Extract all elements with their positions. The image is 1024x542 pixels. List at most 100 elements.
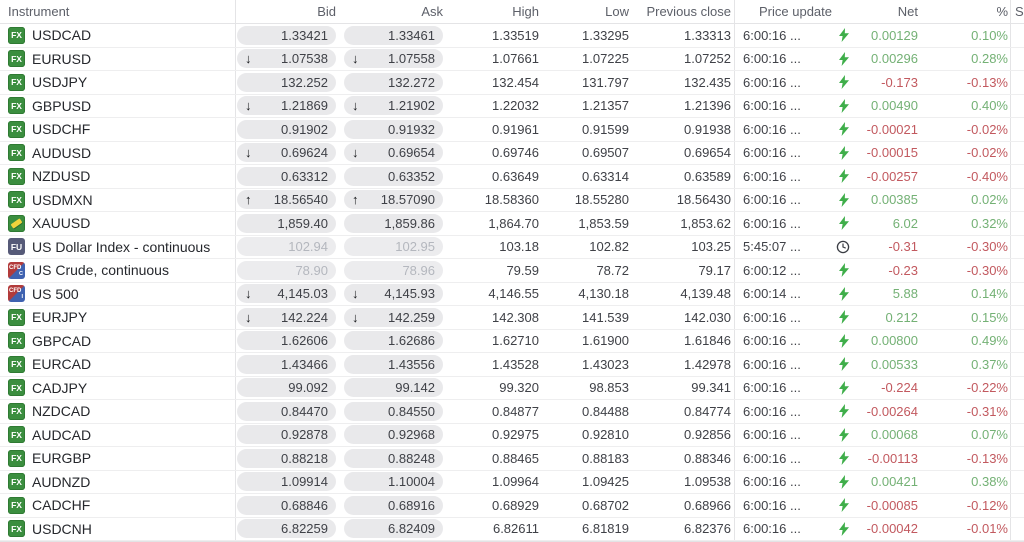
ask-price-button[interactable]: ↓ 4,145.93 xyxy=(344,284,443,304)
net-change-value: -0.31 xyxy=(888,239,918,255)
lightning-icon xyxy=(839,474,849,489)
ask-price: 1.10004 xyxy=(388,474,435,490)
instrument-row[interactable]: FX EURUSD ↓ 1.07538 ↓ 1.07558 1.07661 1.… xyxy=(0,47,1024,71)
ask-price-button[interactable]: 99.142 xyxy=(344,378,443,398)
bid-price-button[interactable]: 0.92878 xyxy=(237,425,336,445)
instrument-row[interactable]: FX EURCAD 1.43466 1.43556 1.43528 1.4302… xyxy=(0,353,1024,377)
column-header-bid[interactable]: Bid xyxy=(317,4,336,19)
bid-price-button[interactable]: 102.94 xyxy=(237,237,336,257)
bid-price-button[interactable]: 1.33421 xyxy=(237,25,336,45)
previous-close-value: 0.69654 xyxy=(684,145,731,161)
bid-price-button[interactable]: 99.092 xyxy=(237,378,336,398)
bid-price-button[interactable]: ↓ 1.21869 xyxy=(237,96,336,116)
spread-cell-truncated xyxy=(1010,494,1024,517)
instrument-row[interactable]: XAUUSD 1,859.40 1,859.86 1,864.70 1,853.… xyxy=(0,212,1024,236)
bid-price-button[interactable]: ↓ 4,145.03 xyxy=(237,284,336,304)
instrument-row[interactable]: FX USDJPY 132.252 132.272 132.454 131.79… xyxy=(0,71,1024,95)
spread-cell-truncated xyxy=(1010,282,1024,305)
bid-price: 0.68846 xyxy=(281,497,328,513)
ask-price-button[interactable]: ↑ 18.57090 xyxy=(344,190,443,210)
bid-price-button[interactable]: 1.43466 xyxy=(237,354,336,374)
bid-price-button[interactable]: ↑ 18.56540 xyxy=(237,190,336,210)
ask-price-button[interactable]: ↓ 142.259 xyxy=(344,307,443,327)
bid-price-button[interactable]: ↓ 142.224 xyxy=(237,307,336,327)
instrument-row[interactable]: CFD C US Crude, continuous 78.90 78.96 79… xyxy=(0,259,1024,283)
ask-price-button[interactable]: 1.33461 xyxy=(344,25,443,45)
ask-price-button[interactable]: 6.82409 xyxy=(344,519,443,539)
ask-price-button[interactable]: 1.43556 xyxy=(344,354,443,374)
ask-price-button[interactable]: ↓ 1.21902 xyxy=(344,96,443,116)
ask-price-button[interactable]: 0.68916 xyxy=(344,495,443,515)
column-header-price-update[interactable]: Price update xyxy=(734,0,856,23)
instrument-row[interactable]: FX AUDCAD 0.92878 0.92968 0.92975 0.9281… xyxy=(0,423,1024,447)
column-header-ask[interactable]: Ask xyxy=(421,4,443,19)
bid-price-button[interactable]: 0.91902 xyxy=(237,119,336,139)
bid-price-button[interactable]: ↓ 1.07538 xyxy=(237,49,336,69)
bid-price-button[interactable]: 78.90 xyxy=(237,260,336,280)
instrument-row[interactable]: FX CADJPY 99.092 99.142 99.320 98.853 99… xyxy=(0,376,1024,400)
bid-price-button[interactable]: 1.62606 xyxy=(237,331,336,351)
ask-price-button[interactable]: 0.92968 xyxy=(344,425,443,445)
low-value: 78.72 xyxy=(596,262,629,278)
instrument-row[interactable]: FX GBPUSD ↓ 1.21869 ↓ 1.21902 1.22032 1.… xyxy=(0,94,1024,118)
bid-price-button[interactable]: 132.252 xyxy=(237,72,336,92)
column-header-spread-truncated[interactable]: S xyxy=(1010,0,1024,23)
bid-price-button[interactable]: 0.68846 xyxy=(237,495,336,515)
bid-cell: 0.88218 xyxy=(236,447,340,470)
bid-price: 4,145.03 xyxy=(277,286,328,302)
instrument-row[interactable]: FX GBPCAD 1.62606 1.62686 1.62710 1.6190… xyxy=(0,329,1024,353)
lightning-icon xyxy=(839,498,849,513)
instrument-row[interactable]: FX USDCNH 6.82259 6.82409 6.82611 6.8181… xyxy=(0,517,1024,541)
instrument-row[interactable]: FX NZDCAD 0.84470 0.84550 0.84877 0.8448… xyxy=(0,400,1024,424)
bid-price-button[interactable]: 1.09914 xyxy=(237,472,336,492)
column-header-high[interactable]: High xyxy=(512,4,539,19)
high-value: 6.82611 xyxy=(492,521,539,537)
bid-price-button[interactable]: ↓ 0.69624 xyxy=(237,143,336,163)
ask-price-button[interactable]: 0.88248 xyxy=(344,448,443,468)
instrument-row[interactable]: FX USDCAD 1.33421 1.33461 1.33519 1.3329… xyxy=(0,24,1024,48)
column-header-previous-close[interactable]: Previous close xyxy=(646,4,731,19)
instrument-row[interactable]: FX NZDUSD 0.63312 0.63352 0.63649 0.6331… xyxy=(0,165,1024,189)
lightning-icon xyxy=(839,404,849,419)
update-status xyxy=(838,122,850,137)
bid-price-button[interactable]: 0.88218 xyxy=(237,448,336,468)
bid-price-button[interactable]: 0.63312 xyxy=(237,166,336,186)
column-header-low[interactable]: Low xyxy=(605,4,629,19)
ask-price-button[interactable]: 0.63352 xyxy=(344,166,443,186)
instrument-row[interactable]: FX EURJPY ↓ 142.224 ↓ 142.259 142.308 14… xyxy=(0,306,1024,330)
bid-price-button[interactable]: 6.82259 xyxy=(237,519,336,539)
instrument-row[interactable]: CFD I US 500 ↓ 4,145.03 ↓ 4,145.93 4,146.… xyxy=(0,282,1024,306)
ask-price-button[interactable]: 1,859.86 xyxy=(344,213,443,233)
ask-price-button[interactable]: 0.91932 xyxy=(344,119,443,139)
ask-price-button[interactable]: 1.62686 xyxy=(344,331,443,351)
table-header: Instrument Bid Ask High Low Previous clo… xyxy=(0,0,1024,24)
ask-price-button[interactable]: 78.96 xyxy=(344,260,443,280)
instrument-row[interactable]: FX USDMXN ↑ 18.56540 ↑ 18.57090 18.58360… xyxy=(0,188,1024,212)
bid-price: 1,859.40 xyxy=(277,215,328,231)
column-header-percent[interactable]: % xyxy=(996,4,1008,19)
instrument-name: NZDUSD xyxy=(32,168,91,185)
instrument-cell: FX USDCHF xyxy=(0,118,236,141)
instrument-row[interactable]: FX USDCHF 0.91902 0.91932 0.91961 0.9159… xyxy=(0,118,1024,142)
ask-price-button[interactable]: 0.84550 xyxy=(344,401,443,421)
instrument-cell: CFD C US Crude, continuous xyxy=(0,259,236,282)
column-header-instrument[interactable]: Instrument xyxy=(0,0,236,23)
ask-price-button[interactable]: 102.95 xyxy=(344,237,443,257)
bid-price-button[interactable]: 1,859.40 xyxy=(237,213,336,233)
instrument-row[interactable]: FX AUDUSD ↓ 0.69624 ↓ 0.69654 0.69746 0.… xyxy=(0,141,1024,165)
previous-close-value: 1.61846 xyxy=(684,333,731,349)
ask-price-button[interactable]: ↓ 1.07558 xyxy=(344,49,443,69)
ask-price-button[interactable]: ↓ 0.69654 xyxy=(344,143,443,163)
instrument-row[interactable]: FX EURGBP 0.88218 0.88248 0.88465 0.8818… xyxy=(0,447,1024,471)
instrument-row[interactable]: FX AUDNZD 1.09914 1.10004 1.09964 1.0942… xyxy=(0,470,1024,494)
lightning-icon xyxy=(839,333,849,348)
bid-price-button[interactable]: 0.84470 xyxy=(237,401,336,421)
ask-price-button[interactable]: 132.272 xyxy=(344,72,443,92)
instrument-row[interactable]: FU US Dollar Index - continuous 102.94 1… xyxy=(0,235,1024,259)
ask-price-button[interactable]: 1.10004 xyxy=(344,472,443,492)
column-header-net[interactable]: Net xyxy=(897,4,918,19)
lightning-icon xyxy=(839,169,849,184)
low-value: 0.88183 xyxy=(582,450,629,466)
instrument-row[interactable]: FX CADCHF 0.68846 0.68916 0.68929 0.6870… xyxy=(0,494,1024,518)
instrument-name: USDCNH xyxy=(32,520,92,537)
